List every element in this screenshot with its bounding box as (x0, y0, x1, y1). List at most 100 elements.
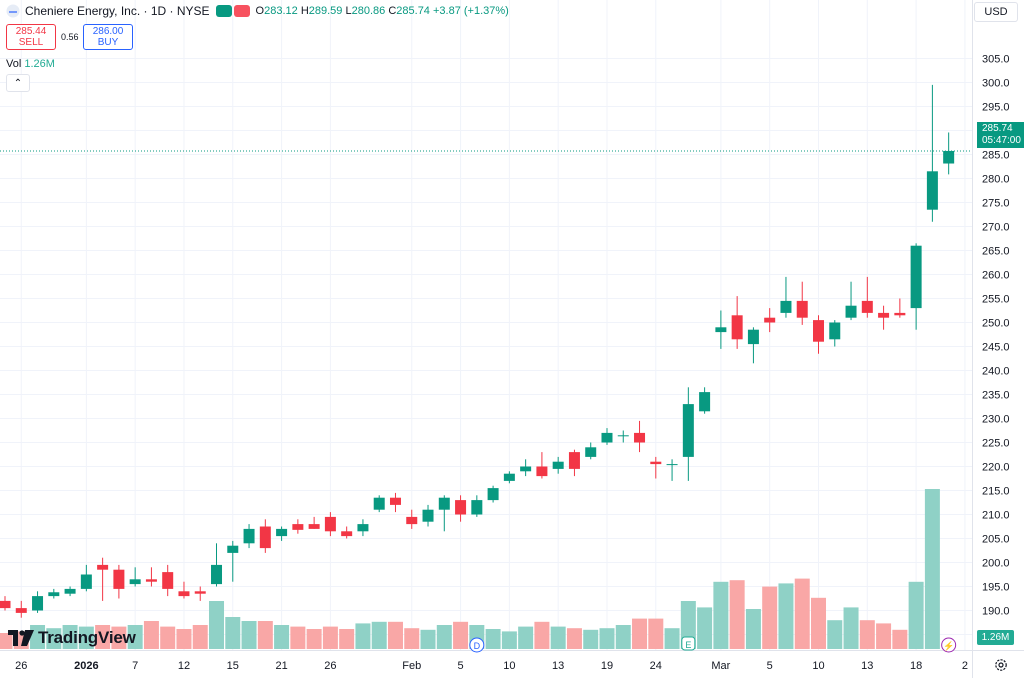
candle (243, 524, 255, 549)
buy-price: 286.00 (92, 26, 124, 37)
last-price-label: 285.74 05:47:00 (977, 122, 1024, 148)
volume-bar (485, 629, 501, 649)
logo-text: TradingView (38, 628, 136, 647)
volume-bar (306, 629, 322, 649)
candle-body (634, 432, 646, 443)
last-price-value: 285.74 (982, 123, 1013, 134)
currency-selector[interactable]: USD (974, 2, 1018, 22)
volume-bar (143, 621, 159, 649)
y-tick-label: 200.0 (982, 558, 1010, 570)
volume-bar (30, 625, 46, 649)
y-tick-label: 260.0 (982, 270, 1010, 282)
candle-body (731, 315, 743, 340)
candle-body (145, 579, 157, 582)
candle-body (617, 435, 629, 437)
x-tick-label: Feb (402, 660, 421, 672)
candle-body (926, 171, 938, 210)
chart-header: Cheniere Energy, Inc. · 1D · NYSE O283.1… (6, 2, 509, 20)
x-tick-label: 18 (910, 660, 922, 672)
symbol-icon (6, 4, 20, 18)
candle-body (15, 608, 27, 613)
volume-bar (745, 609, 761, 649)
y-tick-label: 250.0 (982, 318, 1010, 330)
candle-body (406, 516, 418, 525)
candle (113, 564, 125, 599)
volume-bar (794, 578, 810, 649)
volume-bar (257, 621, 273, 649)
volume-bar (908, 581, 924, 649)
tradingview-logo[interactable]: TradingView (8, 628, 136, 648)
x-tick-label: 26 (15, 660, 27, 672)
x-tick-label: Mar (711, 660, 730, 672)
y-tick-label: 240.0 (982, 366, 1010, 378)
status-dots[interactable] (215, 5, 250, 17)
candle (422, 504, 434, 527)
volume-bar (648, 618, 664, 649)
volume-bar (176, 629, 192, 649)
tradingview-logo-icon (8, 630, 34, 646)
marker-frame (681, 636, 696, 651)
candle-body (682, 404, 694, 457)
volume-bar (827, 620, 843, 649)
spread-value: 0.56 (61, 32, 79, 42)
y-tick-label: 230.0 (982, 414, 1010, 426)
candle-body (747, 329, 759, 345)
candle (747, 327, 759, 364)
candle (487, 485, 499, 503)
y-tick-label: 300.0 (982, 78, 1010, 90)
volume-bar (892, 629, 908, 649)
x-tick-label: 2026 (74, 660, 98, 672)
candle (894, 298, 906, 318)
buy-button[interactable]: 286.00 BUY (83, 24, 133, 50)
candle-body (471, 500, 483, 515)
candle (80, 564, 92, 592)
price-change: +3.87 (+1.37%) (433, 5, 509, 17)
candle (503, 471, 515, 484)
volume-bar (111, 626, 127, 649)
volume-bar (127, 625, 143, 649)
candle-body (48, 592, 60, 597)
candle (845, 281, 857, 321)
volume-bar (404, 628, 420, 649)
candle-body (813, 320, 824, 342)
candle-body (324, 516, 336, 532)
candle (357, 519, 369, 537)
candle-body (389, 497, 401, 505)
candle-body (227, 545, 239, 553)
candles (0, 84, 955, 618)
candle (32, 591, 44, 613)
y-tick-label: 225.0 (982, 438, 1010, 450)
symbol-title[interactable]: Cheniere Energy, Inc. · 1D · NYSE (25, 4, 210, 18)
volume-bar (62, 625, 78, 649)
candle-body (796, 300, 808, 318)
candle-body (829, 322, 841, 340)
y-tick-label: 210.0 (982, 510, 1010, 522)
market-open-icon (215, 5, 232, 17)
x-tick-label: 12 (178, 660, 190, 672)
candle (0, 596, 11, 611)
x-tick-label: 19 (601, 660, 613, 672)
candle-body (178, 591, 190, 597)
collapse-legend-button[interactable]: ⌃ (6, 74, 30, 92)
volume-bar (859, 620, 875, 649)
sell-label: SELL (18, 37, 44, 48)
volume-bar (322, 626, 338, 649)
sell-button[interactable]: 285.44 SELL (6, 24, 56, 50)
y-tick-label: 235.0 (982, 390, 1010, 402)
candle-body (292, 524, 304, 530)
candle (715, 310, 727, 349)
sell-price: 285.44 (15, 26, 47, 37)
volume-bar (371, 621, 387, 649)
candle (943, 132, 955, 175)
gear-icon[interactable] (994, 658, 1008, 672)
candle (438, 495, 450, 532)
marker-label: ⚡ (943, 640, 954, 652)
volume-bar (339, 629, 355, 649)
candle (520, 459, 532, 477)
candle-body (487, 488, 499, 501)
volume-bar (160, 626, 176, 649)
candle-body (357, 524, 369, 532)
y-tick-label: 280.0 (982, 174, 1010, 186)
marker-label: D (474, 641, 481, 651)
